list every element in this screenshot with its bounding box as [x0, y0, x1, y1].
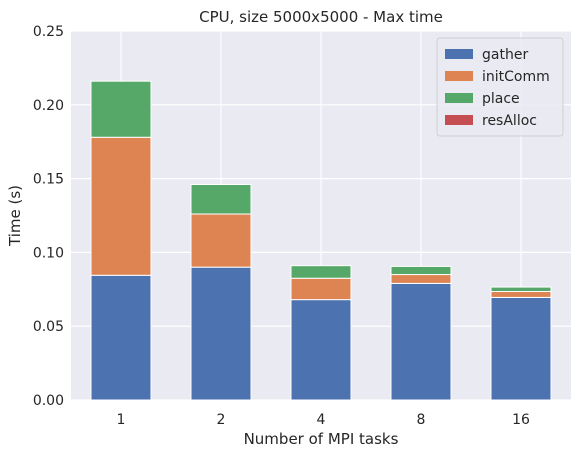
y-tick-label: 0.15: [33, 172, 64, 188]
bar-initComm-2: [190, 213, 252, 268]
x-tick-label: 4: [317, 412, 326, 428]
bars: [90, 80, 552, 401]
y-tick-label: 0.25: [33, 24, 64, 40]
bar-gather-4: [290, 299, 352, 401]
bar-gather-16: [490, 296, 552, 401]
legend-swatch-place: [445, 93, 473, 103]
bar-place-2: [190, 184, 252, 215]
x-tick-label: 2: [217, 412, 226, 428]
bar-place-1: [90, 80, 152, 138]
y-axis-label: Time (s): [6, 185, 24, 247]
bar-gather-2: [190, 266, 252, 401]
legend-swatch-initComm: [445, 71, 473, 81]
bar-place-4: [290, 265, 352, 279]
legend: gather initComm place resAlloc: [436, 37, 564, 137]
bar-initComm-16: [490, 291, 552, 298]
bar-gather-1: [90, 274, 152, 401]
x-tick-label: 16: [512, 412, 530, 428]
bar-initComm-8: [390, 274, 452, 284]
x-tick-label: 8: [417, 412, 426, 428]
bar-place-8: [390, 265, 452, 276]
x-tick-label: 1: [117, 412, 126, 428]
y-tick-label: 0.05: [33, 319, 64, 335]
legend-box: [436, 37, 564, 137]
bar-initComm-4: [290, 277, 352, 301]
y-tick-label: 0.20: [33, 98, 64, 114]
y-tick-labels: 0.00 0.05 0.10 0.15 0.20 0.25: [33, 24, 64, 409]
legend-label-place: place: [482, 91, 520, 107]
legend-swatch-gather: [445, 49, 473, 59]
x-axis-label: Number of MPI tasks: [244, 430, 399, 448]
bar-place-16: [490, 286, 552, 293]
x-tick-labels: 1 2 4 8 16: [117, 412, 530, 428]
chart-title: CPU, size 5000x5000 - Max time: [199, 8, 443, 26]
legend-label-gather: gather: [482, 47, 528, 63]
y-tick-label: 0.00: [33, 393, 64, 409]
legend-label-initComm: initComm: [482, 69, 550, 85]
legend-label-resAlloc: resAlloc: [482, 113, 537, 129]
bar-gather-8: [390, 282, 452, 401]
bar-initComm-1: [90, 136, 152, 276]
y-tick-label: 0.10: [33, 245, 64, 261]
legend-swatch-resAlloc: [445, 115, 473, 125]
